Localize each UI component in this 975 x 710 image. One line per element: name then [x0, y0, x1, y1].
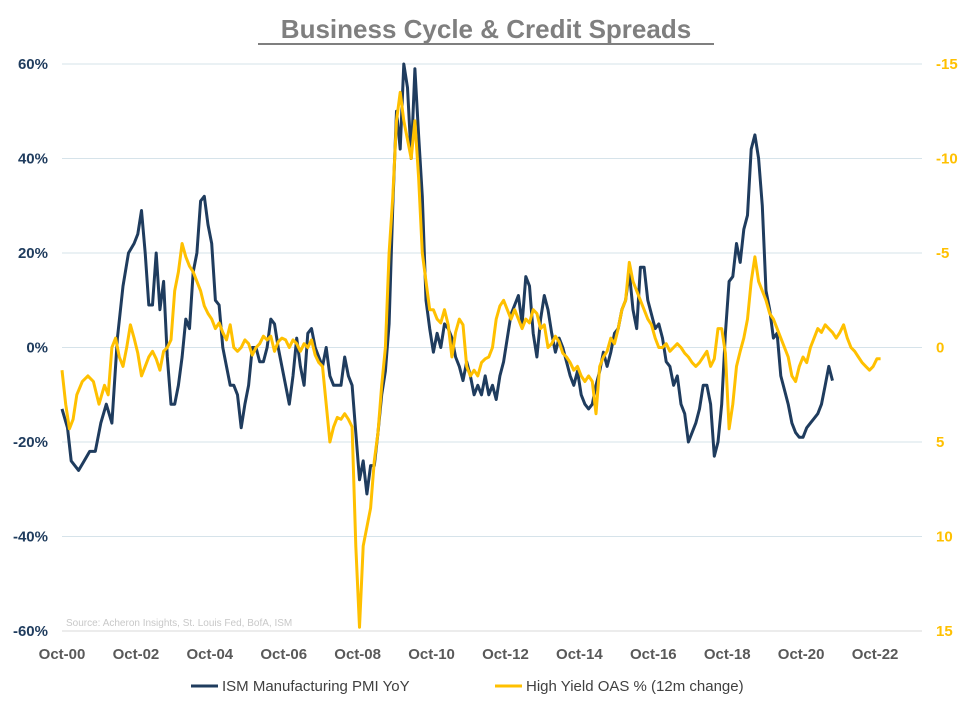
- source-note: Source: Acheron Insights, St. Louis Fed,…: [66, 618, 292, 629]
- legend-label-oas: High Yield OAS % (12m change): [526, 678, 744, 695]
- right-axis-ticks: -15 -10 -5 0 5 10 15: [936, 56, 958, 640]
- right-tick-label: 15: [936, 623, 953, 640]
- right-tick-label: 10: [936, 529, 953, 546]
- x-tick-label: Oct-22: [852, 646, 899, 663]
- x-tick-label: Oct-20: [778, 646, 825, 663]
- right-tick-label: -15: [936, 56, 958, 73]
- x-tick-label: Oct-10: [408, 646, 455, 663]
- x-tick-label: Oct-02: [113, 646, 160, 663]
- left-tick-label: 0%: [26, 340, 48, 357]
- right-tick-label: 5: [936, 434, 944, 451]
- right-tick-label: 0: [936, 340, 944, 357]
- left-tick-label: -40%: [13, 529, 48, 546]
- left-tick-label: -20%: [13, 434, 48, 451]
- x-tick-label: Oct-04: [186, 646, 233, 663]
- left-tick-label: 60%: [18, 56, 48, 73]
- x-tick-label: Oct-08: [334, 646, 381, 663]
- x-tick-label: Oct-14: [556, 646, 603, 663]
- left-tick-label: 40%: [18, 151, 48, 168]
- x-tick-label: Oct-16: [630, 646, 677, 663]
- x-tick-label: Oct-18: [704, 646, 751, 663]
- legend-label-pmi: ISM Manufacturing PMI YoY: [222, 678, 410, 695]
- right-tick-label: -5: [936, 245, 949, 262]
- left-tick-label: -60%: [13, 623, 48, 640]
- chart-title: Business Cycle & Credit Spreads: [281, 14, 691, 44]
- right-tick-label: -10: [936, 151, 958, 168]
- left-axis-ticks: 60% 40% 20% 0% -20% -40% -60%: [13, 56, 48, 640]
- series-hy-oas-line: [60, 90, 881, 629]
- series-ism-pmi-line: [60, 62, 834, 496]
- x-tick-label: Oct-06: [260, 646, 307, 663]
- legend: ISM Manufacturing PMI YoY High Yield OAS…: [191, 678, 744, 695]
- left-tick-label: 20%: [18, 245, 48, 262]
- x-tick-label: Oct-00: [39, 646, 86, 663]
- x-axis-ticks: Oct-00 Oct-02 Oct-04 Oct-06 Oct-08 Oct-10 Oct-…: [39, 646, 899, 663]
- x-tick-label: Oct-12: [482, 646, 529, 663]
